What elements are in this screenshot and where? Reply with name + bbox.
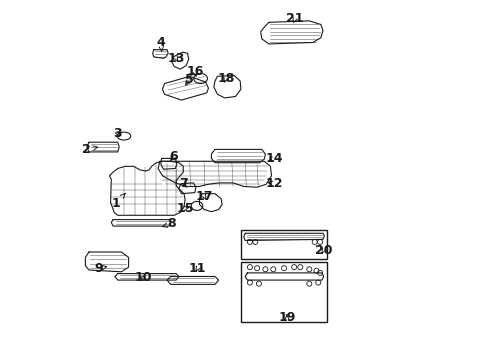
Text: 16: 16 <box>186 65 203 78</box>
Text: 4: 4 <box>156 36 165 52</box>
Text: 7: 7 <box>179 177 187 190</box>
Text: 1: 1 <box>111 193 125 210</box>
Text: 15: 15 <box>176 202 193 215</box>
Text: 18: 18 <box>217 72 234 85</box>
Text: 14: 14 <box>264 152 282 165</box>
Text: 21: 21 <box>285 12 303 25</box>
Text: 10: 10 <box>134 271 151 284</box>
Text: 13: 13 <box>167 52 184 65</box>
Text: 6: 6 <box>168 150 177 163</box>
Text: 5: 5 <box>185 73 194 86</box>
Text: 11: 11 <box>188 262 206 275</box>
Text: 2: 2 <box>82 143 98 156</box>
Bar <box>241 262 326 322</box>
Text: 17: 17 <box>195 190 212 203</box>
Text: 3: 3 <box>113 127 122 140</box>
Text: 20: 20 <box>314 244 332 257</box>
Text: 9: 9 <box>94 262 106 275</box>
Bar <box>241 230 326 259</box>
Text: 12: 12 <box>264 177 282 190</box>
Text: 8: 8 <box>162 217 176 230</box>
Text: 19: 19 <box>278 311 295 324</box>
